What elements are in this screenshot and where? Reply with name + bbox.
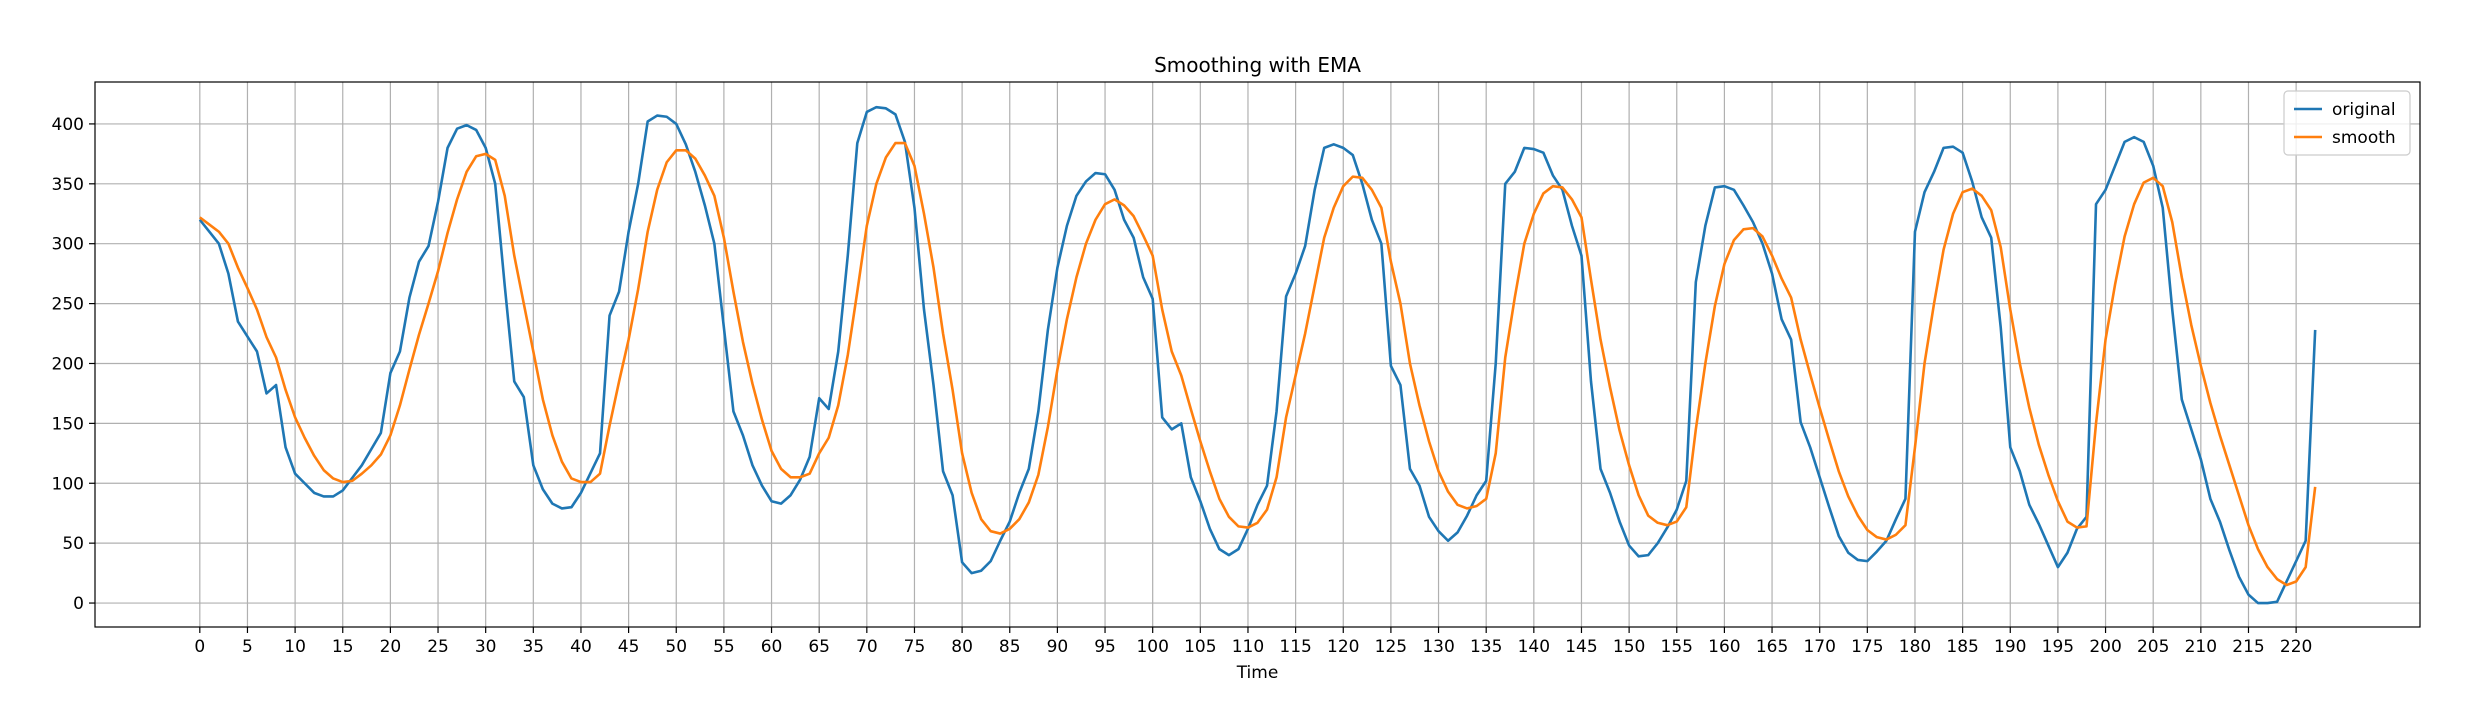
x-tick-label: 140 xyxy=(1518,637,1550,657)
x-tick-label: 90 xyxy=(1047,637,1069,657)
x-tick-label: 25 xyxy=(427,637,449,657)
x-tick-label: 60 xyxy=(761,637,783,657)
x-tick-label: 75 xyxy=(904,637,926,657)
x-tick-label: 35 xyxy=(522,637,544,657)
legend-label-original: original xyxy=(2332,100,2396,120)
legend-box xyxy=(2283,90,2411,156)
y-tick-label: 100 xyxy=(52,474,84,494)
y-tick-label: 200 xyxy=(52,354,84,374)
x-tick-label: 95 xyxy=(1094,637,1116,657)
x-tick-label: 15 xyxy=(332,637,354,657)
x-tick-label: 100 xyxy=(1136,637,1168,657)
x-tick-label: 210 xyxy=(2185,637,2217,657)
x-tick-label: 65 xyxy=(808,637,830,657)
x-tick-label: 70 xyxy=(856,637,878,657)
x-tick-label: 175 xyxy=(1851,637,1883,657)
x-tick-label: 220 xyxy=(2280,637,2312,657)
x-tick-label: 85 xyxy=(999,637,1021,657)
series-layer xyxy=(198,105,2317,605)
chart-title: Smoothing with EMA xyxy=(1154,53,1361,77)
x-tick-label: 115 xyxy=(1279,637,1311,657)
x-axis-ticks: 0 5 10 15 20 25 30 35 40 45 50 55 60 65 70 75 80 85 90 95 10… xyxy=(194,627,2312,657)
x-tick-label: 215 xyxy=(2232,637,2264,657)
x-tick-label: 170 xyxy=(1803,637,1835,657)
x-tick-label: 120 xyxy=(1327,637,1359,657)
x-tick-label: 5 xyxy=(242,637,253,657)
legend-label-smooth: smooth xyxy=(2332,128,2396,148)
x-tick-label: 200 xyxy=(2089,637,2121,657)
y-tick-label: 350 xyxy=(52,175,84,195)
x-tick-label: 195 xyxy=(2042,637,2074,657)
y-tick-label: 150 xyxy=(52,414,84,434)
y-tick-label: 0 xyxy=(73,594,84,614)
x-tick-label: 160 xyxy=(1708,637,1740,657)
x-tick-label: 190 xyxy=(1994,637,2026,657)
series-line-original xyxy=(198,105,2317,605)
x-tick-label: 135 xyxy=(1470,637,1502,657)
x-tick-label: 20 xyxy=(380,637,402,657)
y-tick-label: 400 xyxy=(52,115,84,135)
x-tick-label: 0 xyxy=(194,637,205,657)
y-axis-ticks: 0 50 100 150 200 250 300 350 400 xyxy=(52,115,95,614)
x-tick-label: 180 xyxy=(1899,637,1931,657)
y-tick-label: 300 xyxy=(52,235,84,255)
x-tick-label: 105 xyxy=(1184,637,1216,657)
x-tick-label: 150 xyxy=(1613,637,1645,657)
series-line-smooth xyxy=(199,141,2317,587)
x-tick-label: 50 xyxy=(665,637,687,657)
x-tick-label: 130 xyxy=(1422,637,1454,657)
x-tick-label: 205 xyxy=(2137,637,2169,657)
x-tick-label: 30 xyxy=(475,637,497,657)
x-tick-label: 145 xyxy=(1565,637,1597,657)
y-tick-label: 50 xyxy=(62,534,84,554)
grid-lines xyxy=(95,82,2420,627)
x-tick-label: 165 xyxy=(1756,637,1788,657)
x-tick-label: 110 xyxy=(1232,637,1264,657)
x-tick-label: 10 xyxy=(284,637,306,657)
plot-frame xyxy=(94,81,2421,628)
x-tick-label: 185 xyxy=(1946,637,1978,657)
x-tick-label: 125 xyxy=(1375,637,1407,657)
x-axis-label: Time xyxy=(1236,663,1279,683)
x-tick-label: 55 xyxy=(713,637,735,657)
y-tick-label: 250 xyxy=(52,295,84,315)
x-tick-label: 40 xyxy=(570,637,592,657)
x-tick-label: 155 xyxy=(1661,637,1693,657)
x-tick-label: 45 xyxy=(618,637,640,657)
x-tick-label: 80 xyxy=(951,637,973,657)
legend: original smooth xyxy=(2283,90,2411,156)
